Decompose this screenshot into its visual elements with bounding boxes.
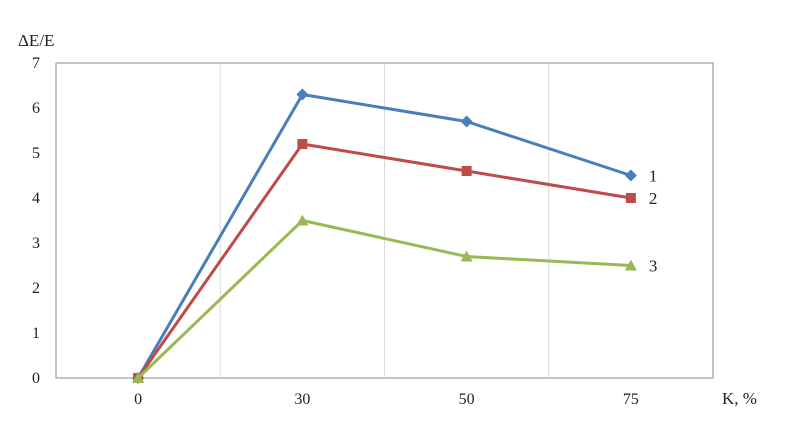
y-tick-label: 5 — [32, 145, 40, 162]
series-line-2 — [136, 142, 632, 379]
data-point-series-1 — [624, 169, 637, 182]
y-tick-label: 2 — [32, 280, 40, 297]
series-label-1: 1 — [649, 167, 658, 186]
series-label-2: 2 — [649, 189, 658, 208]
y-tick-label: 7 — [32, 55, 40, 72]
data-point-series-2 — [625, 193, 636, 203]
data-point-series-2 — [461, 166, 472, 176]
y-tick-label: 0 — [32, 370, 40, 387]
data-point-series-3 — [296, 214, 309, 226]
x-tick-label: 0 — [134, 391, 142, 408]
data-point-series-1 — [460, 115, 473, 128]
data-point-series-3 — [132, 372, 145, 383]
x-tick-label: 75 — [623, 391, 639, 408]
data-point-series-2 — [297, 139, 308, 149]
data-point-series-3 — [624, 259, 637, 271]
series-label-3: 3 — [649, 257, 658, 276]
y-tick-label: 1 — [32, 325, 40, 342]
y-tick-label: 6 — [32, 100, 40, 117]
x-axis-label: K, % — [722, 389, 757, 408]
y-tick-label: 3 — [32, 235, 40, 252]
x-tick-label: 50 — [459, 391, 475, 408]
series-line-1 — [136, 93, 632, 379]
y-axis-ticks: 0 1 2 3 4 5 6 7 — [32, 55, 40, 387]
x-axis-ticks: 0 30 50 75 — [134, 391, 639, 408]
y-tick-label: 4 — [32, 190, 40, 207]
series-line-3 — [137, 219, 631, 380]
gridlines — [219, 63, 550, 378]
y-axis-label: ΔΕ/Ε — [18, 31, 54, 50]
x-tick-label: 30 — [294, 391, 310, 408]
series-group: 1 2 3 — [132, 88, 658, 384]
data-point-series-1 — [296, 88, 309, 101]
data-point-series-3 — [460, 250, 473, 262]
